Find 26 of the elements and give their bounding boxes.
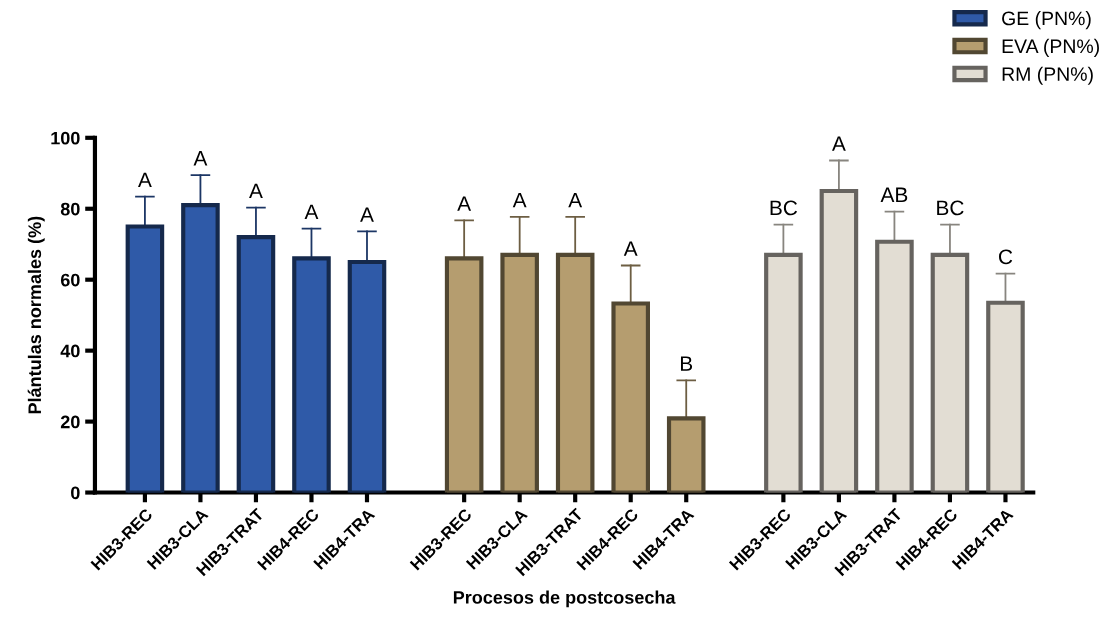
data-label: BC	[770, 200, 798, 216]
data-label: A	[457, 196, 472, 211]
y-tick-label: 40	[60, 344, 80, 358]
data-label: C	[999, 249, 1013, 265]
data-label: A	[193, 151, 208, 166]
y-axis-title: Plántulas normales (%)	[27, 216, 45, 414]
legend-label: GE (PN%)	[1002, 11, 1091, 30]
data-label: A	[360, 207, 374, 222]
legend-label: EVA (PN%)	[1002, 38, 1099, 57]
y-tick-label: 100	[51, 131, 80, 145]
data-label: A	[832, 136, 846, 151]
y-tick-label: 80	[60, 202, 80, 216]
data-label: A	[623, 241, 638, 256]
data-label: A	[512, 192, 527, 208]
data-label: A	[138, 172, 152, 188]
data-label: A	[304, 204, 319, 219]
y-tick-label: 20	[60, 415, 80, 429]
y-tick-label: 60	[60, 273, 80, 287]
data-label: A	[568, 192, 583, 208]
data-label: BC	[937, 200, 964, 216]
data-label: B	[680, 356, 693, 371]
legend-label: RM (PN%)	[1002, 66, 1093, 85]
data-label: AB	[880, 187, 908, 202]
y-tick-label: 0	[71, 486, 80, 500]
x-axis-title: Procesos de postcosecha	[453, 590, 676, 608]
data-label: A	[249, 183, 263, 199]
